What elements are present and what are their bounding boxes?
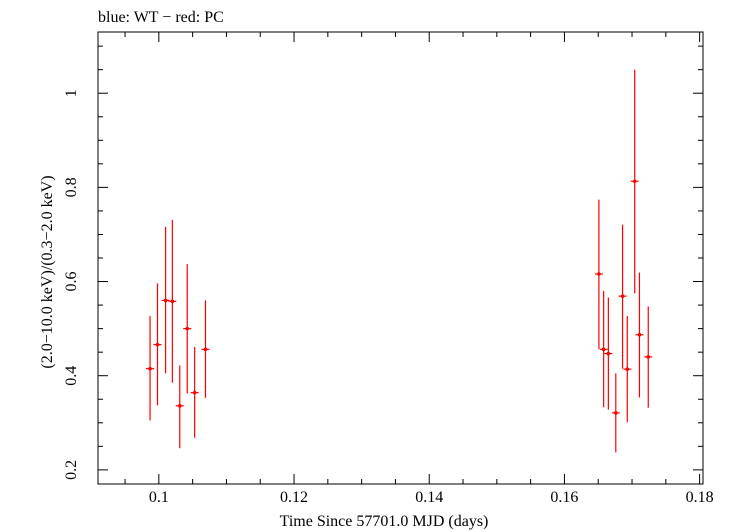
y-tick-label: 0.2 xyxy=(63,460,80,480)
point-marker xyxy=(192,390,197,395)
data-point xyxy=(630,69,639,294)
chart-title: blue: WT − red: PC xyxy=(98,9,224,26)
y-tick-label: 0.4 xyxy=(63,366,80,386)
point-marker xyxy=(601,347,606,352)
point-marker xyxy=(148,366,152,371)
x-tick-label: 0.18 xyxy=(686,489,714,506)
data-point xyxy=(161,226,170,374)
y-tick-label: 0.8 xyxy=(63,177,80,197)
axis-ticks xyxy=(98,32,703,484)
point-marker xyxy=(203,347,208,352)
x-tick-labels: 0.1 0.12 0.14 0.16 0.18 xyxy=(149,489,714,506)
y-axis-label: (2.0−10.0 keV)/(0.3−2.0 keV) xyxy=(39,175,56,368)
data-point xyxy=(175,365,184,449)
data-points xyxy=(146,69,653,453)
data-point xyxy=(183,264,192,394)
data-point xyxy=(635,272,644,398)
data-point xyxy=(594,199,603,349)
data-point xyxy=(146,315,155,421)
plot-frame xyxy=(97,31,704,485)
data-point xyxy=(599,290,608,408)
x-tick-label: 0.14 xyxy=(415,489,443,506)
x-tick-label: 0.1 xyxy=(149,489,169,506)
y-tick-label: 0.6 xyxy=(63,272,80,292)
y-tick-label: 1 xyxy=(63,89,80,97)
y-tick-labels: 0.2 0.4 0.6 0.8 1 xyxy=(63,89,80,480)
point-marker xyxy=(177,404,182,408)
data-point xyxy=(201,300,210,398)
point-marker xyxy=(620,294,625,298)
point-marker xyxy=(637,332,642,337)
point-marker xyxy=(625,367,630,371)
data-point xyxy=(190,346,199,438)
point-marker xyxy=(163,298,168,303)
point-marker xyxy=(613,411,618,415)
data-point xyxy=(618,224,627,369)
point-marker xyxy=(185,326,190,331)
x-axis-label: Time Since 57701.0 MJD (days) xyxy=(280,513,489,530)
point-marker xyxy=(606,351,611,356)
point-marker xyxy=(632,179,637,184)
data-point xyxy=(153,283,162,406)
point-marker xyxy=(155,342,160,347)
data-point xyxy=(611,373,620,453)
x-tick-label: 0.12 xyxy=(280,489,308,506)
data-point xyxy=(623,315,632,423)
x-tick-label: 0.16 xyxy=(550,489,578,506)
data-point xyxy=(604,297,613,410)
point-marker xyxy=(646,355,651,359)
point-marker xyxy=(170,299,175,304)
data-point xyxy=(168,219,177,383)
data-point xyxy=(644,306,653,408)
point-marker xyxy=(597,272,601,276)
